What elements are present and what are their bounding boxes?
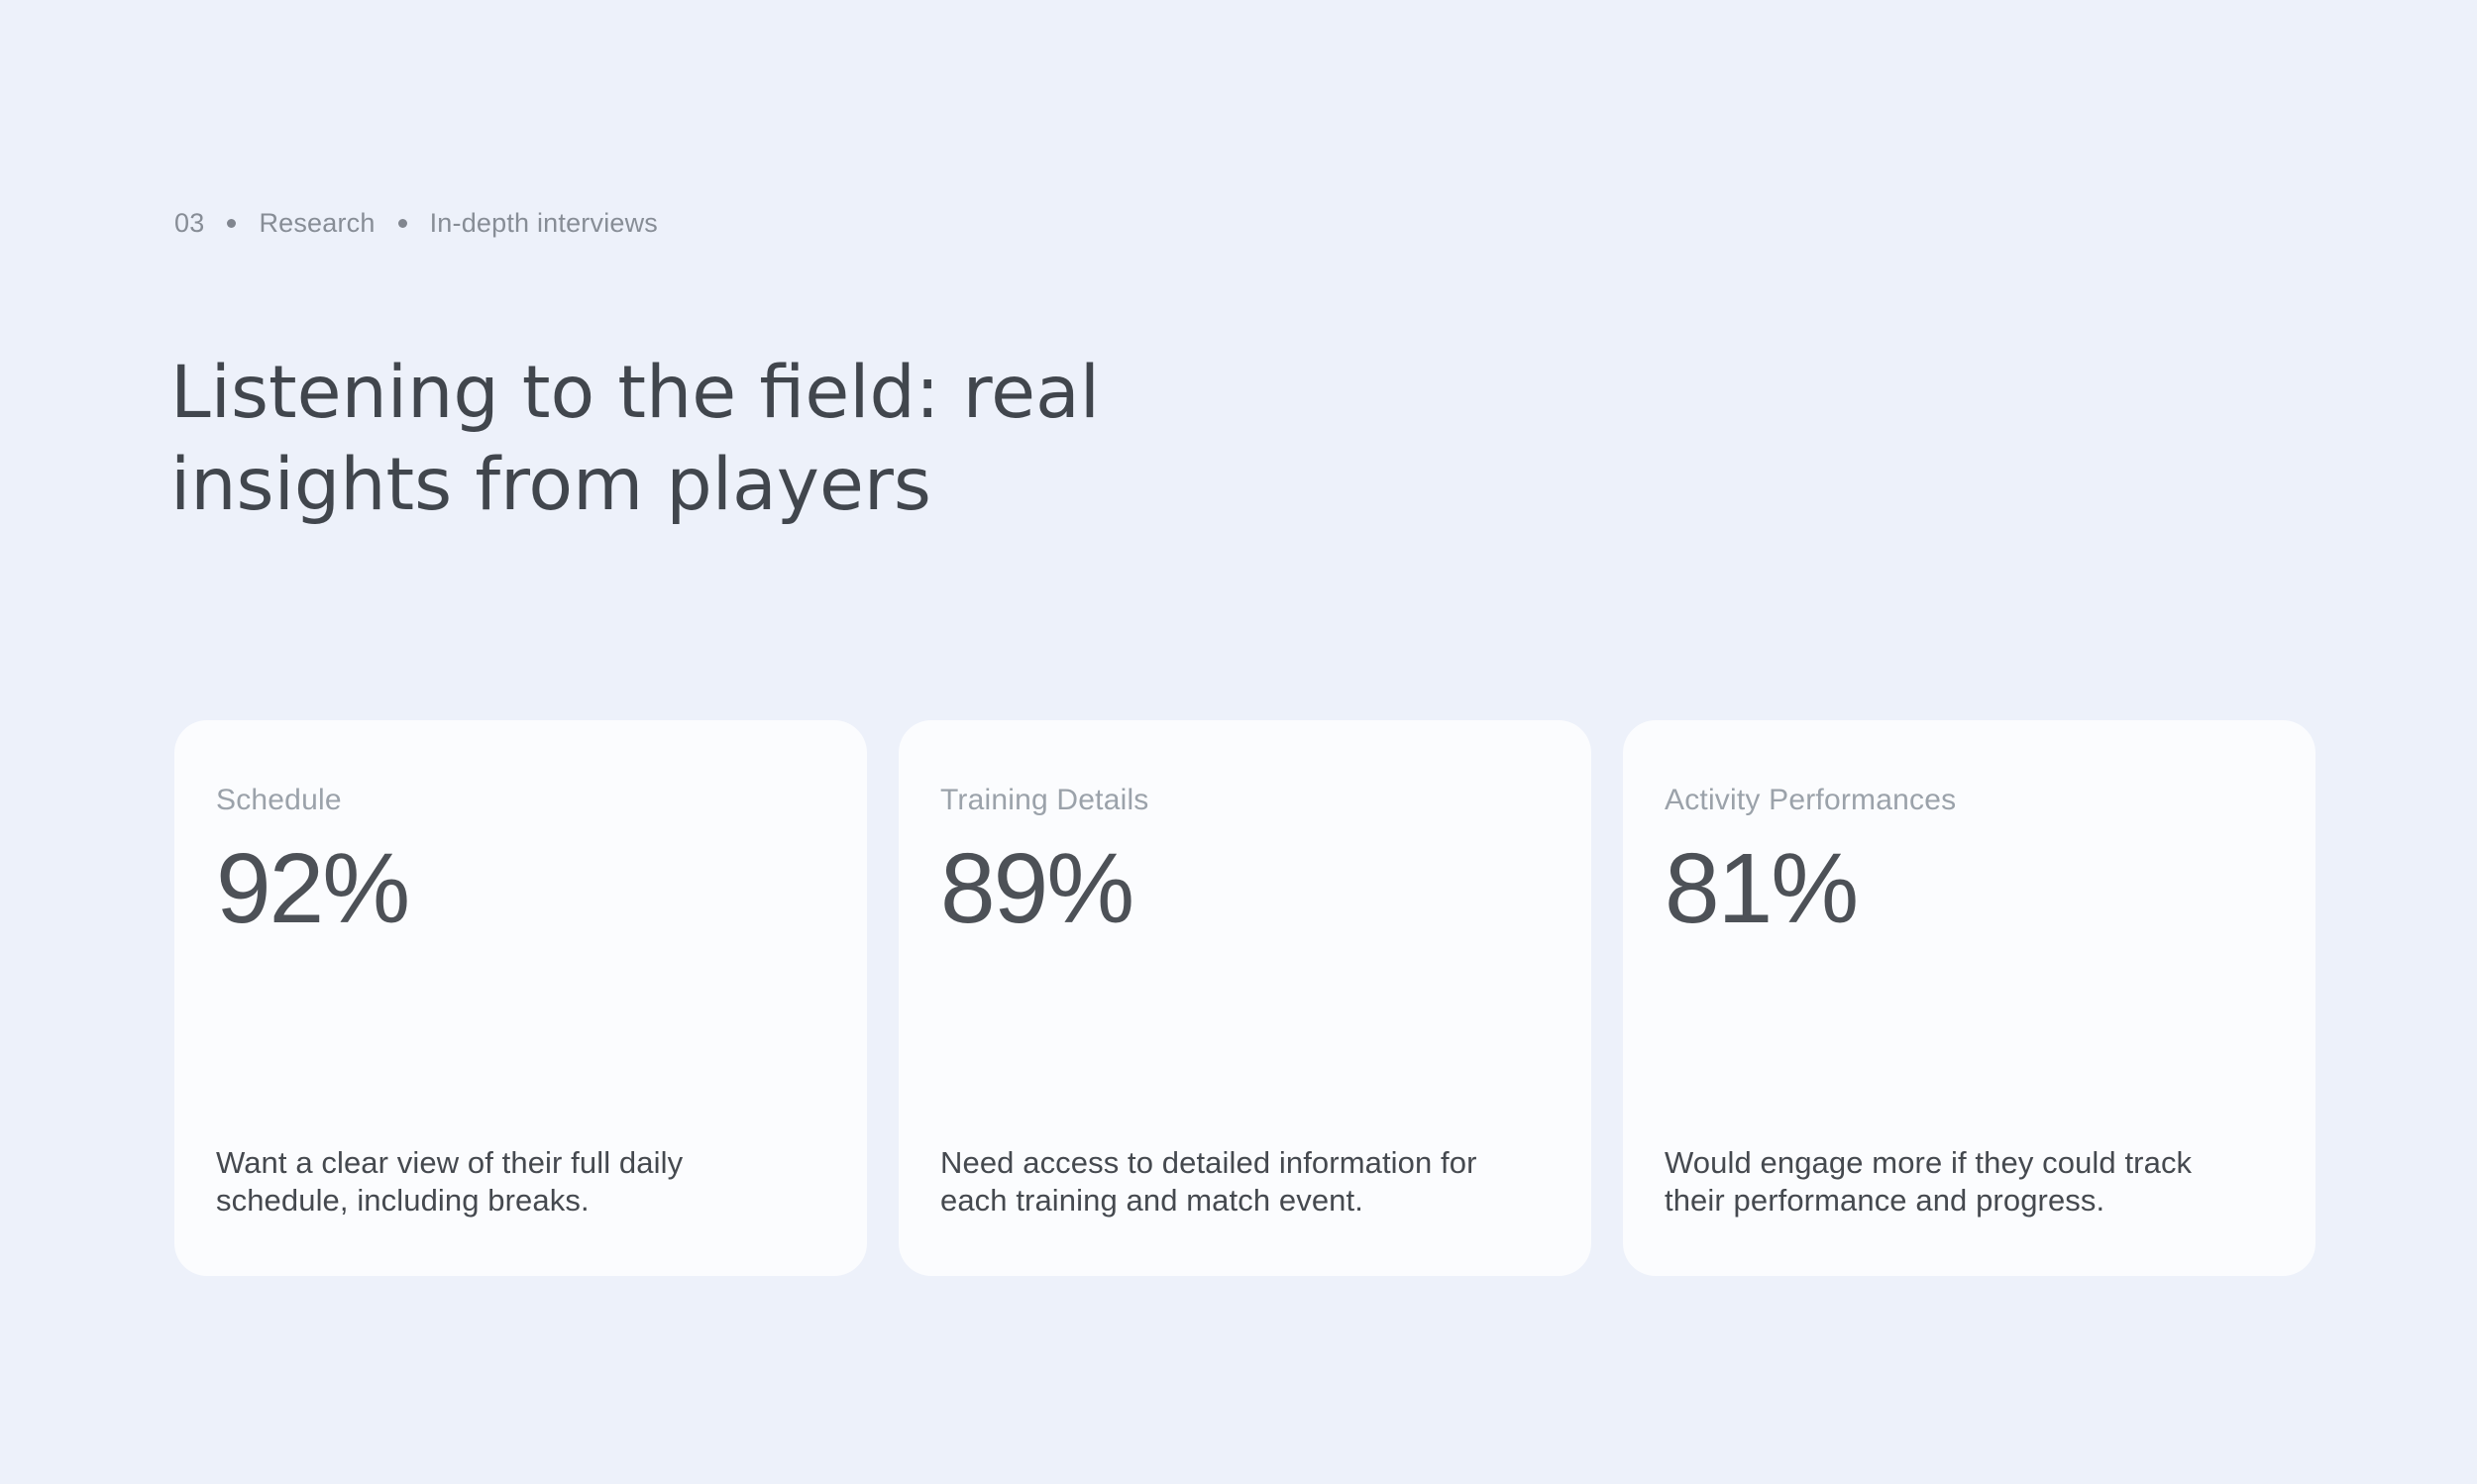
stat-card-training-details: Training Details 89% Need access to deta… <box>899 720 1591 1276</box>
stat-card-label: Training Details <box>940 784 1149 816</box>
stat-card-value: 81% <box>1665 833 1859 944</box>
stat-card-label: Activity Performances <box>1665 784 1957 816</box>
stat-card-label: Schedule <box>216 784 342 816</box>
breadcrumb-item-number: 03 <box>174 208 205 238</box>
stat-card-value: 89% <box>940 833 1134 944</box>
breadcrumb: 03 Research In-depth interviews <box>174 208 658 239</box>
breadcrumb-item-topic: In-depth interviews <box>429 208 659 238</box>
page-title-line1: Listening to the field: real <box>170 351 1101 435</box>
stat-cards: Schedule 92% Want a clear view of their … <box>174 720 2315 1276</box>
page-title-line2: insights from players <box>170 443 931 527</box>
stat-card-description: Want a clear view of their full daily sc… <box>216 1145 684 1218</box>
page-title: Listening to the field: real insights fro… <box>170 347 1100 531</box>
stat-card-description: Would engage more if they could track th… <box>1665 1145 2193 1218</box>
stat-card-value: 92% <box>216 833 410 944</box>
breadcrumb-separator-dot <box>227 219 237 228</box>
breadcrumb-item-section: Research <box>259 208 376 238</box>
breadcrumb-separator-dot <box>397 219 407 228</box>
stat-card-activity-performances: Activity Performances 81% Would engage m… <box>1623 720 2315 1276</box>
stat-card-description: Need access to detailed information for … <box>940 1145 1477 1218</box>
stat-card-schedule: Schedule 92% Want a clear view of their … <box>174 720 867 1276</box>
